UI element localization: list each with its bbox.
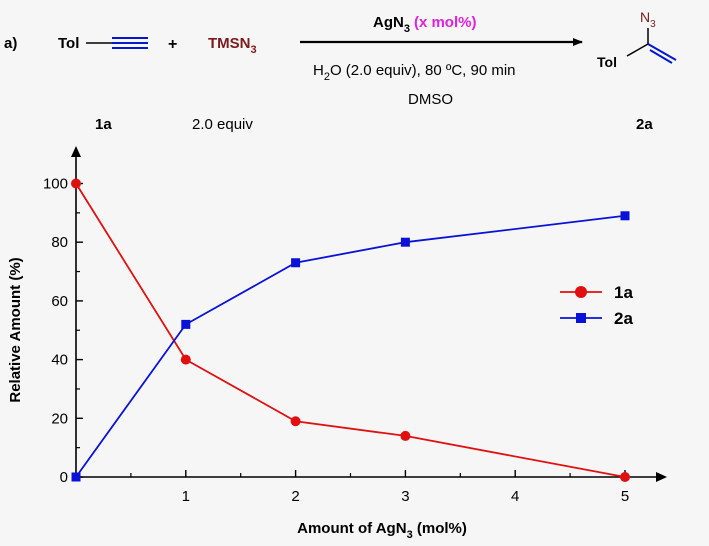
x-tick-label: 3 [401,488,409,505]
x-axis-title: Amount of AgN3 (mol%) [297,520,467,541]
y-tick-label: 40 [51,352,68,369]
y-tick-label: 100 [43,176,68,193]
catalyst-label: AgN3 (x mol%) [373,14,476,35]
compound-1a-label: 1a [95,116,112,133]
y-axis-arrow-icon [71,146,81,157]
compound-2a-label: 2a [636,116,653,133]
reactant-tol-label: Tol [58,35,79,52]
y-tick-label: 80 [51,234,68,251]
panel-label: a) [4,35,17,52]
y-tick-label: 60 [51,293,68,310]
solvent-label: DMSO [408,91,453,108]
vinyl-azide-bond-icon [626,28,677,64]
y-axis-title: Relative Amount (%) [7,257,24,402]
legend-label-2a: 2a [614,309,633,328]
series-line-1a [75,183,626,478]
legend-marker-1a [575,286,587,298]
x-tick-label: 2 [291,488,299,505]
chart-ticks: 0 20 40 60 80 100 1 2 3 4 5 [43,176,629,506]
y-tick-label: 20 [51,410,68,427]
x-axis-arrow-icon [656,472,667,482]
data-point-2a [620,211,630,221]
legend-marker-2a [576,313,586,323]
x-tick-label: 4 [511,488,519,505]
data-point-1a [71,178,81,189]
data-point-2a [291,258,301,268]
data-point-1a [620,472,630,482]
x-tick-label: 5 [621,488,629,505]
plus-sign: + [168,36,177,53]
data-point-2a [71,472,81,482]
reagent-tmsn3: TMSN3 [208,35,257,56]
series-line-2a [75,214,626,478]
product-tol-label: Tol [597,54,617,70]
chart-axes [71,146,667,482]
legend-label-1a: 1a [614,283,633,302]
x-tick-label: 1 [182,488,190,505]
data-point-2a [400,237,410,247]
alkyne-bond-icon [86,37,148,49]
y-tick-label: 0 [60,469,68,486]
reaction-scheme: a) Tol + TMSN3 AgN3 (x mol%) H2O (2.0 equ… [4,9,677,133]
data-point-1a [290,416,301,427]
chart-series [71,178,630,482]
data-point-1a [180,354,191,365]
product-azide-label: N3 [640,9,656,30]
data-point-1a [400,430,411,441]
equiv-label: 2.0 equiv [192,116,253,133]
data-point-2a [181,319,191,329]
conditions-label: H2O (2.0 equiv), 80 ºC, 90 min [313,62,516,83]
